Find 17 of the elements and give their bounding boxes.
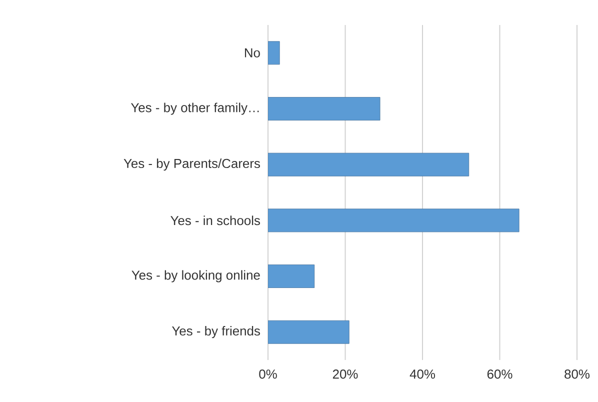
y-tick-label: Yes - in schools xyxy=(170,216,260,226)
x-tick-label: 0% xyxy=(259,370,277,379)
y-tick-label: Yes - by looking online xyxy=(132,270,260,282)
y-tick-label: Yes - by friends xyxy=(172,326,260,338)
y-tick-label: Yes - by other family… xyxy=(130,102,259,115)
x-tick-label: 20% xyxy=(332,370,358,379)
bar xyxy=(268,264,315,288)
bar xyxy=(268,41,280,64)
x-tick-label: 60% xyxy=(487,370,512,379)
bar xyxy=(268,208,520,232)
x-tick-label: 40% xyxy=(410,370,436,379)
bar xyxy=(268,152,470,176)
y-tick-label: Yes - by Parents/Carers xyxy=(124,158,260,171)
bar xyxy=(268,320,350,344)
y-tick-label: No xyxy=(244,48,260,58)
bar xyxy=(268,97,380,120)
x-tick-label: 80% xyxy=(564,370,590,379)
